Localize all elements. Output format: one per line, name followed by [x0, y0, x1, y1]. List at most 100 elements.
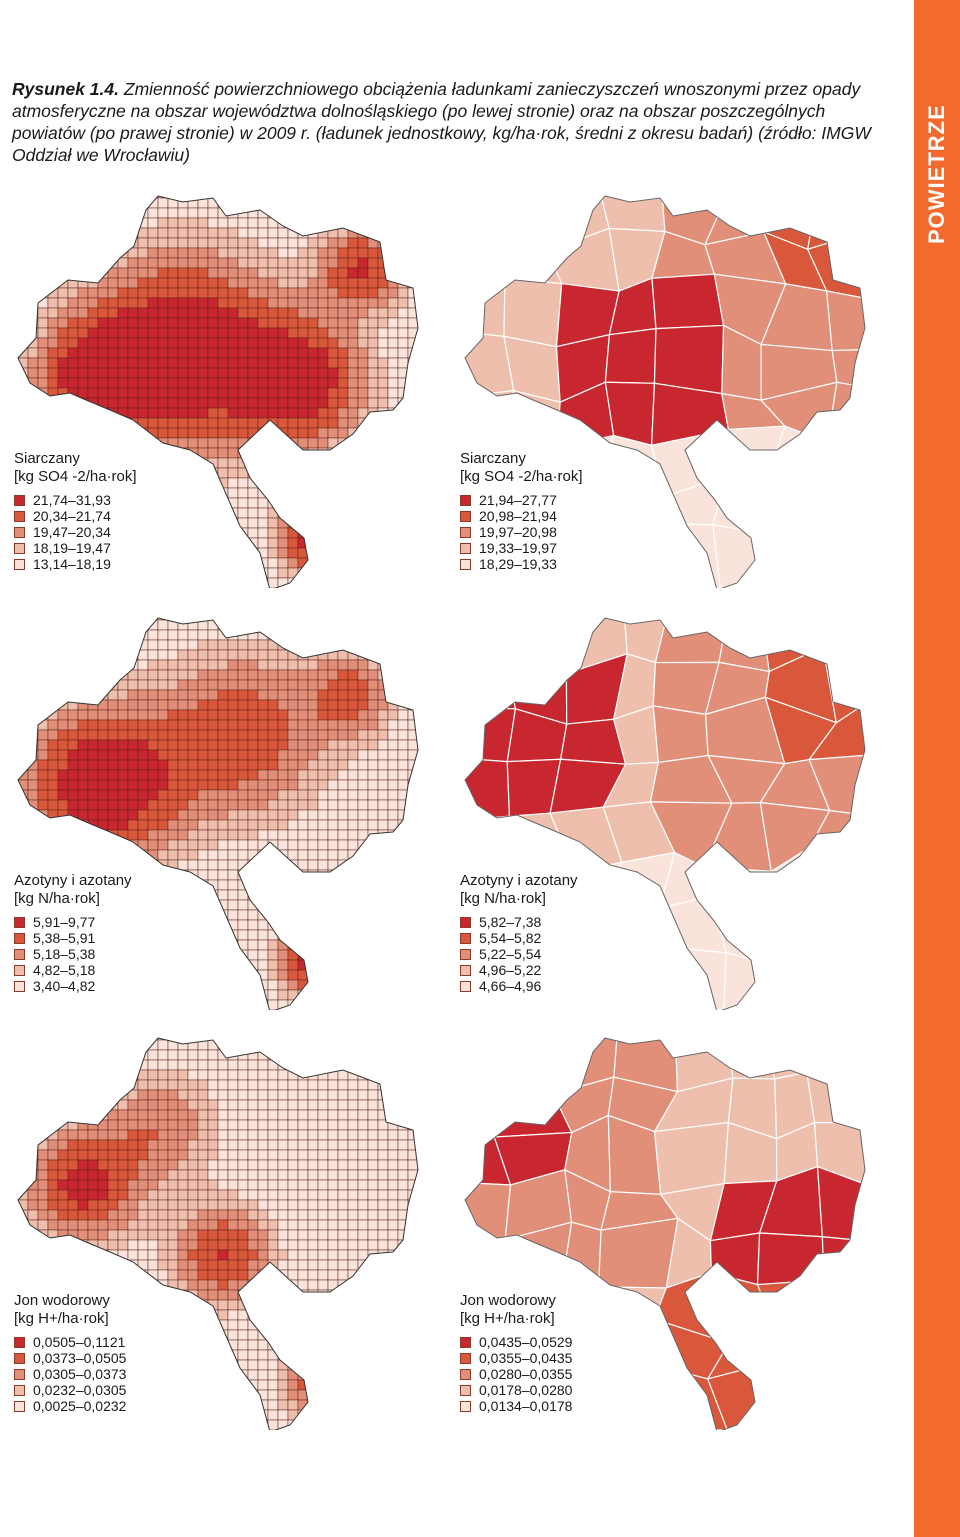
- grid-cell: [97, 779, 109, 791]
- grid-cell: [247, 999, 259, 1010]
- grid-cell: [67, 649, 79, 661]
- grid-cell: [247, 669, 259, 681]
- grid-cell: [57, 1219, 69, 1231]
- grid-cell: [157, 1259, 169, 1271]
- grid-cell: [167, 547, 179, 559]
- grid-cell: [77, 247, 89, 259]
- grid-cell: [247, 317, 259, 329]
- grid-cell: [57, 639, 69, 651]
- grid-cell: [187, 679, 199, 691]
- grid-cell: [417, 619, 418, 631]
- grid-cell: [247, 297, 259, 309]
- grid-cell: [157, 979, 169, 991]
- grid-cell: [407, 909, 418, 921]
- grid-cell: [67, 287, 79, 299]
- grid-cell: [177, 257, 189, 269]
- grid-cell: [267, 477, 279, 489]
- grid-cell: [387, 417, 399, 429]
- grid-cell: [357, 327, 369, 339]
- grid-cell: [407, 527, 418, 539]
- grid-cell: [187, 1129, 199, 1141]
- grid-cell: [357, 959, 369, 971]
- grid-cell: [277, 1049, 289, 1061]
- grid-cell: [367, 769, 379, 781]
- grid-cell: [18, 649, 19, 661]
- grid-cell: [127, 227, 139, 239]
- grid-cell: [387, 317, 399, 329]
- grid-cell: [87, 1259, 99, 1271]
- grid-cell: [317, 237, 329, 249]
- grid-cell: [367, 577, 379, 588]
- grid-cell: [407, 1099, 418, 1111]
- grid-cell: [317, 989, 329, 1001]
- grid-cell: [347, 1209, 359, 1221]
- grid-cell: [77, 357, 89, 369]
- grid-cell: [267, 618, 279, 621]
- grid-cell: [187, 397, 199, 409]
- grid-cell: [197, 1139, 209, 1151]
- grid-cell: [18, 669, 19, 681]
- grid-cell: [37, 819, 49, 831]
- grid-cell: [307, 1059, 319, 1071]
- grid-cell: [197, 577, 209, 588]
- grid-cell: [27, 1189, 39, 1201]
- grid-cell: [337, 1259, 349, 1271]
- grid-cell: [347, 367, 359, 379]
- grid-cell: [217, 547, 229, 559]
- grid-cell: [167, 327, 179, 339]
- grid-cell: [257, 297, 269, 309]
- grid-cell: [307, 1319, 319, 1331]
- grid-cell: [18, 367, 19, 379]
- grid-cell: [197, 809, 209, 821]
- grid-cell: [37, 217, 49, 229]
- grid-cell: [157, 337, 169, 349]
- grid-cell: [327, 347, 339, 359]
- grid-cell: [77, 679, 89, 691]
- grid-cell: [197, 709, 209, 721]
- grid-cell: [147, 729, 159, 741]
- grid-cell: [167, 809, 179, 821]
- grid-cell: [247, 507, 259, 519]
- grid-cell: [67, 839, 79, 851]
- grid-cell: [207, 1339, 219, 1351]
- grid-cell: [177, 1089, 189, 1101]
- grid-cell: [337, 679, 349, 691]
- grid-cell: [407, 367, 418, 379]
- grid-cell: [47, 809, 59, 821]
- grid-cell: [167, 1129, 179, 1141]
- grid-cell: [197, 969, 209, 981]
- grid-cell: [187, 1189, 199, 1201]
- grid-cell: [237, 247, 249, 259]
- grid-cell: [407, 1139, 418, 1151]
- grid-cell: [97, 729, 109, 741]
- grid-cell: [177, 407, 189, 419]
- grid-cell: [237, 829, 249, 841]
- grid-cell: [317, 497, 329, 509]
- grid-cell: [357, 457, 369, 469]
- grid-cell: [167, 939, 179, 951]
- grid-cell: [247, 1209, 259, 1221]
- grid-cell: [227, 557, 239, 569]
- grid-cell: [237, 789, 249, 801]
- grid-cell: [327, 277, 339, 289]
- grid-cell: [157, 699, 169, 711]
- grid-cell: [127, 719, 139, 731]
- grid-cell: [67, 669, 79, 681]
- grid-cell: [407, 257, 418, 269]
- grid-cell: [267, 267, 279, 279]
- grid-cell: [217, 517, 229, 529]
- grid-cell: [117, 377, 129, 389]
- grid-cell: [277, 709, 289, 721]
- grid-cell: [137, 1169, 149, 1181]
- grid-cell: [147, 377, 159, 389]
- grid-cell: [337, 779, 349, 791]
- grid-cell: [297, 1179, 309, 1191]
- grid-cell: [87, 1219, 99, 1231]
- grid-cell: [317, 629, 329, 641]
- grid-cell: [377, 1369, 389, 1381]
- grid-cell: [227, 217, 239, 229]
- grid-cell: [18, 377, 29, 389]
- grid-cell: [187, 517, 199, 529]
- grid-cell: [297, 407, 309, 419]
- grid-cell: [297, 527, 309, 539]
